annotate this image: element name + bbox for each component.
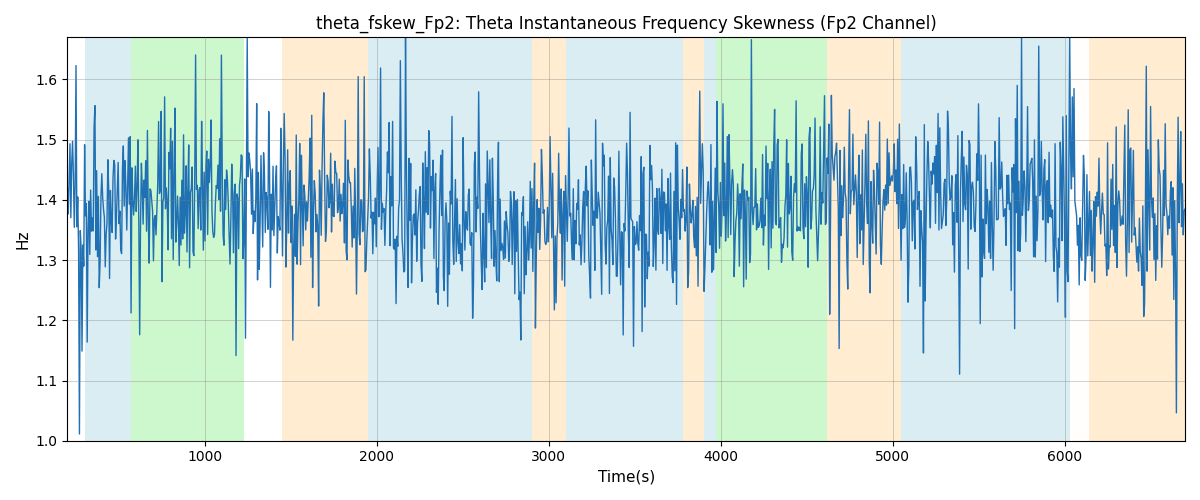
Bar	[131, 38, 245, 440]
Bar	[703, 38, 715, 440]
Bar	[1070, 38, 1088, 440]
Bar	[683, 38, 703, 440]
Bar	[715, 38, 827, 440]
Bar	[282, 38, 368, 440]
Bar	[901, 38, 1070, 440]
Bar	[827, 38, 901, 440]
Bar	[368, 38, 532, 440]
Bar	[566, 38, 683, 440]
Bar	[84, 38, 131, 440]
Title: theta_fskew_Fp2: Theta Instantaneous Frequency Skewness (Fp2 Channel): theta_fskew_Fp2: Theta Instantaneous Fre…	[316, 15, 936, 34]
X-axis label: Time(s): Time(s)	[598, 470, 655, 485]
Bar	[532, 38, 566, 440]
Bar	[1088, 38, 1186, 440]
Y-axis label: Hz: Hz	[16, 230, 30, 249]
